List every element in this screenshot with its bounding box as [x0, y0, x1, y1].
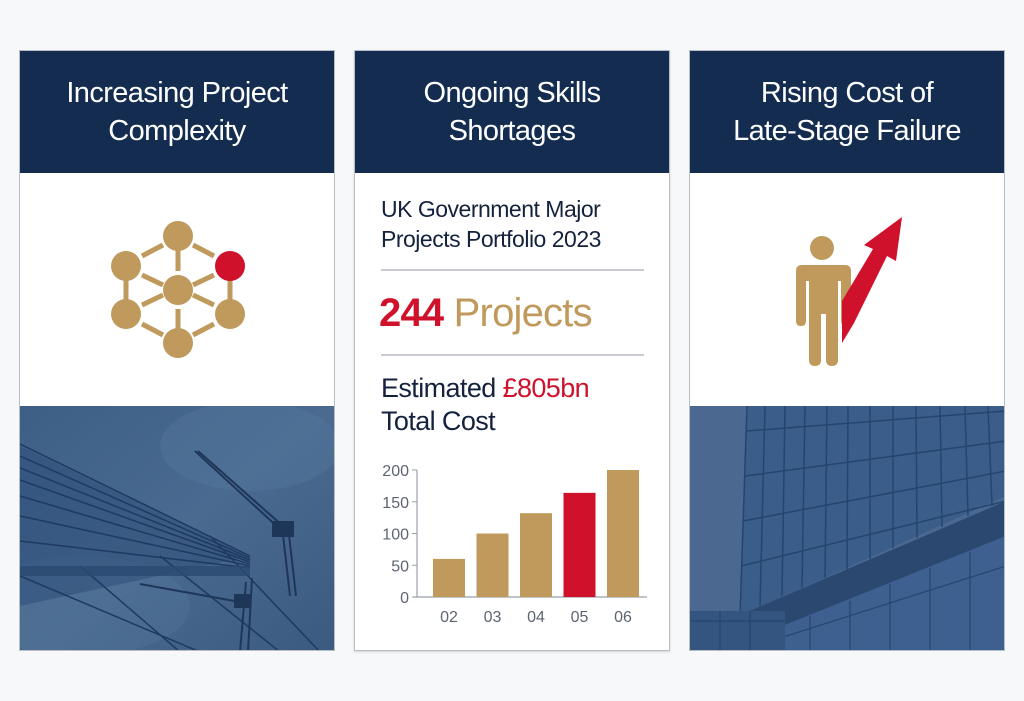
card-title-line-1: Ongoing Skills — [424, 74, 601, 112]
network-nodes-icon — [20, 173, 335, 406]
bar-05 — [564, 493, 596, 597]
card-title-line-2: Shortages — [424, 112, 601, 150]
icon-area — [690, 173, 1005, 406]
x-tick-label: 04 — [527, 609, 545, 626]
bar-02 — [433, 559, 465, 597]
y-tick-label: 200 — [382, 463, 409, 480]
bar-04 — [520, 513, 552, 597]
card-late-stage-failure: Rising Cost of Late-Stage Failure — [689, 50, 1005, 651]
card-title-line-1: Increasing Project — [66, 74, 287, 112]
bar-chart-plot: 0 50 100 150 200 02 03 04 05 06 — [355, 451, 670, 651]
x-tick-label: 05 — [571, 609, 589, 626]
divider — [381, 269, 644, 271]
card-header: Increasing Project Complexity — [20, 51, 334, 173]
x-tick-label: 06 — [614, 609, 632, 626]
cost-suffix: Total Cost — [381, 405, 589, 438]
projects-count: 244 — [379, 291, 443, 335]
bar-03 — [477, 534, 509, 598]
y-tick-label: 50 — [391, 558, 409, 575]
bar-06 — [607, 470, 639, 597]
cost-value: £805bn — [503, 373, 590, 403]
card-title-line-1: Rising Cost of — [733, 74, 961, 112]
cost-prefix: Estimated — [381, 373, 496, 403]
card-header: Ongoing Skills Shortages — [355, 51, 669, 173]
portfolio-title: UK Government Major Projects Portfolio 2… — [381, 194, 651, 254]
bar-chart: 0 50 100 150 200 02 03 04 05 06 — [355, 451, 670, 651]
total-cost-stat: Estimated £805bn Total Cost — [381, 372, 589, 438]
glass-building-and-crane-photo — [20, 406, 335, 651]
person-with-rising-arrow-icon — [690, 173, 1005, 406]
y-tick-label: 0 — [400, 590, 409, 607]
card-header: Rising Cost of Late-Stage Failure — [690, 51, 1004, 173]
projects-label: Projects — [454, 291, 592, 335]
y-tick-label: 100 — [382, 527, 409, 544]
portfolio-title-line-2: Projects Portfolio 2023 — [381, 224, 651, 254]
projects-stat: 244 Projects — [379, 288, 592, 338]
card-skills-shortages: Ongoing Skills Shortages UK Government M… — [354, 50, 670, 651]
x-tick-label: 03 — [484, 609, 502, 626]
card-project-complexity: Increasing Project Complexity — [19, 50, 335, 651]
portfolio-title-line-1: UK Government Major — [381, 194, 651, 224]
icon-area — [20, 173, 335, 406]
x-tick-label: 02 — [440, 609, 458, 626]
card-title-line-2: Late-Stage Failure — [733, 112, 961, 150]
card-title-line-2: Complexity — [66, 112, 287, 150]
divider — [381, 354, 644, 356]
glass-office-facade-photo — [690, 406, 1005, 651]
y-tick-label: 150 — [382, 495, 409, 512]
